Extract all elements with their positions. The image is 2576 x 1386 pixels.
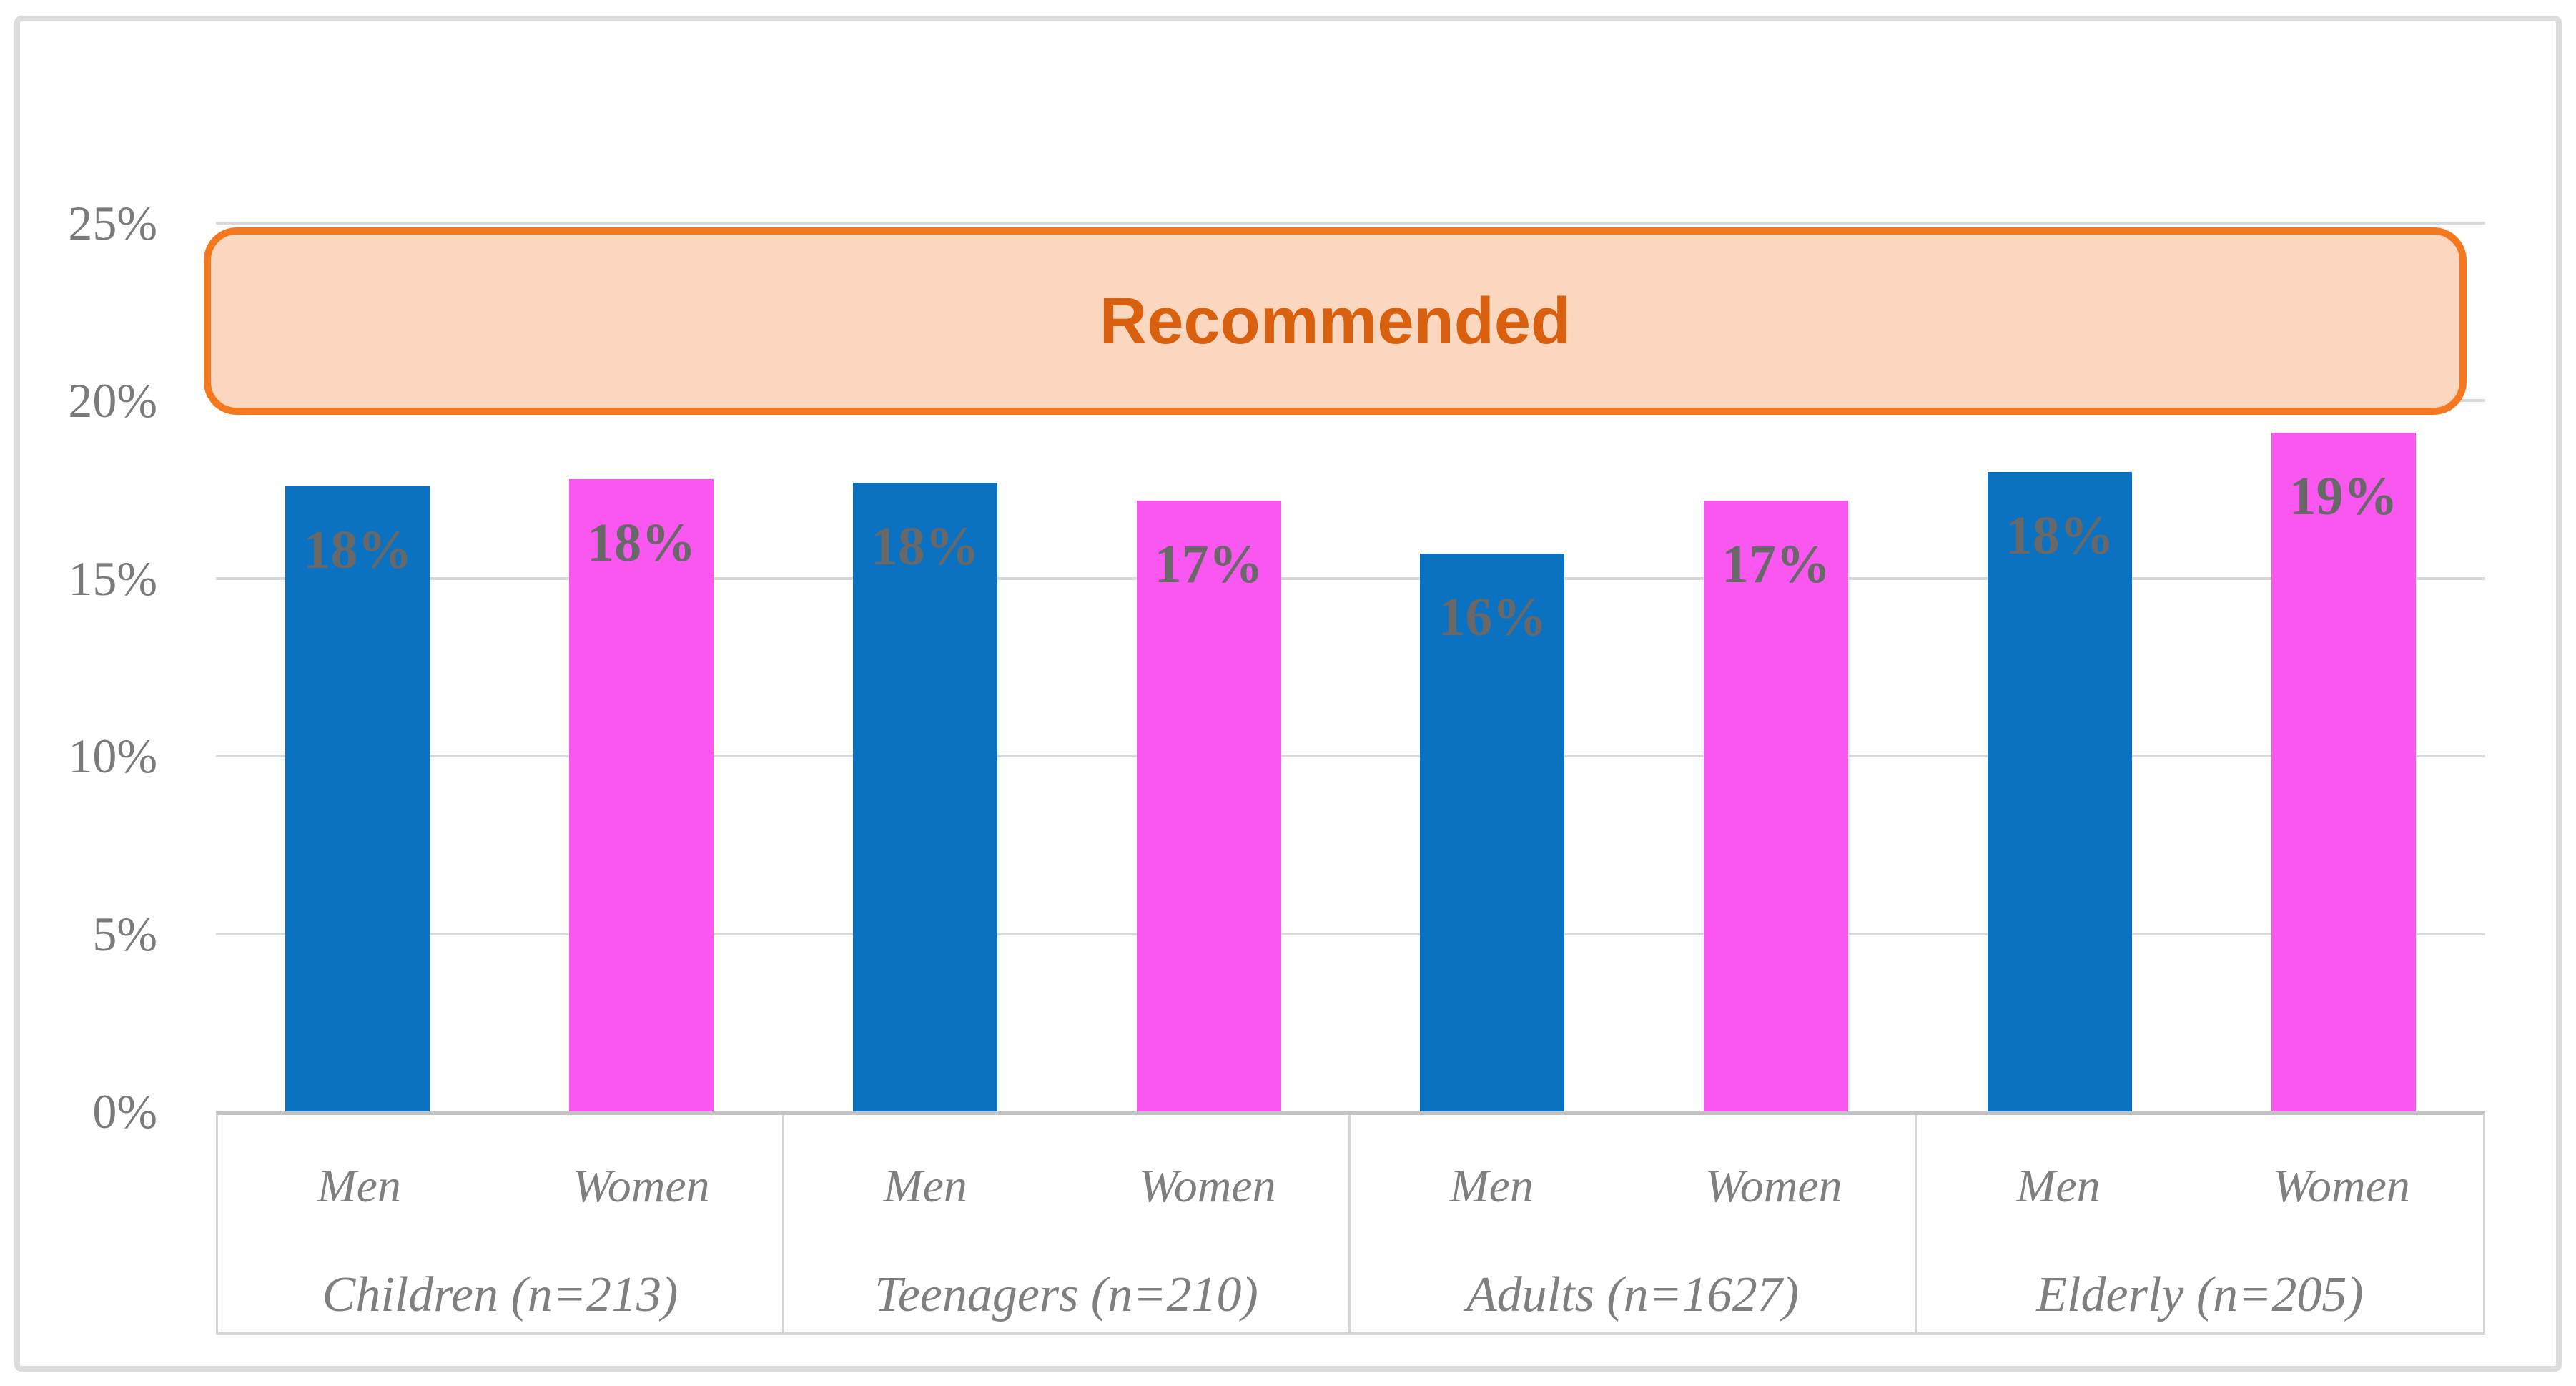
gridline-15 [216, 576, 2485, 580]
bar-value-label: 16% [1438, 587, 1547, 648]
x-category-label: Adults (n=1627) [1466, 1267, 1800, 1322]
x-sublabels-row: Men Women [218, 1115, 782, 1258]
y-tick-label-5: 5% [92, 906, 157, 961]
bar-value-label: 17% [1722, 534, 1831, 594]
x-sublabel-men: Men [317, 1160, 401, 1212]
x-axis-label-table: Men Women Children (n=213) Men Women Teenager… [216, 1111, 2485, 1335]
x-category-label: Elderly (n=205) [2036, 1267, 2364, 1322]
bar-value-label: 17% [1154, 534, 1263, 594]
bar-women-group1: 18% [569, 478, 714, 1111]
x-category-label: Teenagers (n=210) [874, 1267, 1258, 1322]
x-sublabel-men: Men [883, 1160, 967, 1212]
x-group-4: Men Women Elderly (n=205) [1917, 1115, 2483, 1332]
gridline-25 [216, 222, 2485, 225]
x-sublabels-row: Men Women [784, 1115, 1348, 1258]
y-tick-label-20: 20% [68, 373, 157, 428]
x-sublabel-women: Women [1138, 1160, 1276, 1212]
y-tick-label-0: 0% [92, 1084, 157, 1139]
recommended-band-label: Recommended [1099, 284, 1571, 358]
bar-value-label: 19% [2289, 466, 2398, 527]
x-sublabel-women: Women [2273, 1160, 2410, 1212]
x-sublabels-row: Men Women [1917, 1115, 2483, 1258]
x-group-3: Men Women Adults (n=1627) [1351, 1115, 1917, 1332]
y-tick-label-25: 25% [68, 196, 157, 250]
x-sublabel-women: Women [572, 1160, 710, 1212]
y-tick-label-10: 10% [68, 729, 157, 784]
bar-men-group4: 18% [1987, 471, 2132, 1111]
x-group-2: Men Women Teenagers (n=210) [784, 1115, 1351, 1332]
bar-men-group2: 18% [852, 482, 997, 1111]
figure-border [14, 16, 2562, 1372]
gridline-5 [216, 932, 2485, 935]
x-group-1: Men Women Children (n=213) [218, 1115, 784, 1332]
x-category-label: Children (n=213) [322, 1267, 678, 1322]
gridline-10 [216, 755, 2485, 758]
bar-value-label: 18% [587, 512, 696, 573]
y-tick-label-15: 15% [68, 551, 157, 606]
bar-value-label: 18% [303, 519, 413, 580]
bar-men-group1: 18% [285, 486, 430, 1111]
x-sublabel-women: Women [1704, 1160, 1842, 1212]
bar-men-group3: 16% [1420, 554, 1565, 1111]
bar-value-label: 18% [870, 516, 979, 576]
x-sublabel-men: Men [2016, 1160, 2101, 1212]
bar-women-group3: 17% [1704, 500, 1849, 1111]
bar-women-group4: 19% [2271, 433, 2416, 1111]
recommended-band: Recommended [204, 227, 2467, 416]
x-sublabel-men: Men [1449, 1160, 1534, 1212]
x-sublabels-row: Men Women [1351, 1115, 1915, 1258]
bar-value-label: 18% [2005, 505, 2114, 566]
bar-women-group2: 17% [1136, 500, 1281, 1111]
